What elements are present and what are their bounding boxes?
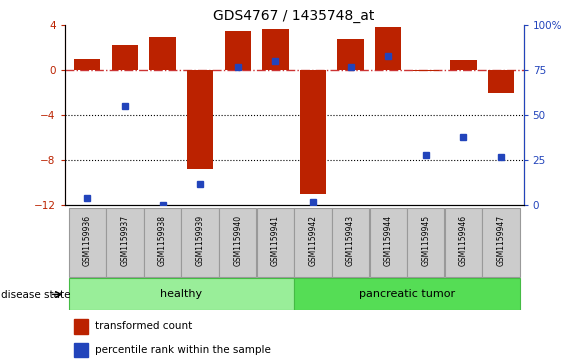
Bar bbox=[407, 208, 445, 277]
Text: percentile rank within the sample: percentile rank within the sample bbox=[95, 345, 270, 355]
Bar bbox=[225, 31, 251, 70]
Text: GSM1159937: GSM1159937 bbox=[120, 215, 129, 266]
Text: transformed count: transformed count bbox=[95, 321, 192, 331]
Text: GSM1159942: GSM1159942 bbox=[309, 215, 318, 266]
Text: GSM1159939: GSM1159939 bbox=[195, 215, 204, 266]
Bar bbox=[74, 59, 100, 70]
Bar bbox=[74, 343, 88, 357]
Text: disease state: disease state bbox=[1, 290, 70, 300]
Text: GSM1159944: GSM1159944 bbox=[384, 215, 393, 266]
Bar bbox=[413, 70, 439, 72]
Text: healthy: healthy bbox=[160, 289, 203, 299]
Bar bbox=[219, 208, 256, 277]
Bar bbox=[482, 208, 520, 277]
Bar bbox=[450, 60, 476, 70]
Bar bbox=[300, 70, 326, 194]
Bar bbox=[106, 208, 144, 277]
Text: GSM1159940: GSM1159940 bbox=[233, 215, 242, 266]
Text: GSM1159946: GSM1159946 bbox=[459, 215, 468, 266]
Bar bbox=[294, 208, 332, 277]
Bar bbox=[488, 70, 514, 93]
Bar bbox=[257, 208, 294, 277]
Bar bbox=[187, 70, 213, 169]
Bar bbox=[74, 319, 88, 334]
Bar bbox=[181, 208, 219, 277]
Text: pancreatic tumor: pancreatic tumor bbox=[359, 289, 455, 299]
Bar bbox=[369, 208, 407, 277]
Bar bbox=[149, 37, 176, 70]
Bar bbox=[69, 208, 106, 277]
Text: GSM1159938: GSM1159938 bbox=[158, 215, 167, 266]
Bar bbox=[262, 29, 288, 70]
Text: GSM1159945: GSM1159945 bbox=[421, 215, 430, 266]
Bar bbox=[375, 26, 401, 70]
Text: GSM1159941: GSM1159941 bbox=[271, 215, 280, 266]
Bar bbox=[294, 278, 520, 310]
Bar bbox=[445, 208, 482, 277]
Text: GSM1159936: GSM1159936 bbox=[83, 215, 92, 266]
Text: GSM1159947: GSM1159947 bbox=[497, 215, 506, 266]
Title: GDS4767 / 1435748_at: GDS4767 / 1435748_at bbox=[213, 9, 375, 23]
Text: GSM1159943: GSM1159943 bbox=[346, 215, 355, 266]
Bar bbox=[332, 208, 369, 277]
Bar bbox=[144, 208, 181, 277]
Bar bbox=[112, 45, 138, 70]
Bar bbox=[69, 278, 294, 310]
Bar bbox=[337, 39, 364, 70]
